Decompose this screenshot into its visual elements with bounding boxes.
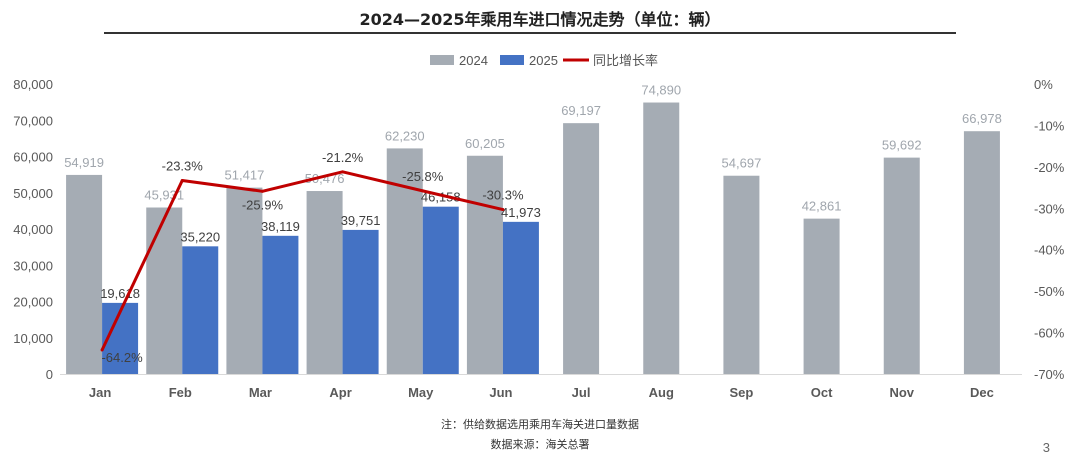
chart-title: 2024—2025年乘用车进口情况走势（单位：辆） [359, 10, 721, 29]
bar-2025 [182, 246, 219, 374]
bar-2024 [723, 175, 760, 374]
bar-2024 [226, 187, 263, 374]
growth-point [501, 208, 505, 212]
title-underline [104, 32, 956, 34]
x-tick-label: May [408, 385, 434, 400]
bar-2024 [306, 191, 343, 374]
y-left-tick: 10,000 [13, 331, 53, 346]
growth-point [341, 170, 345, 174]
data-source: 数据来源：海关总署 [490, 438, 590, 451]
data-label-2025: 38,119 [261, 219, 300, 234]
bar-2024 [66, 174, 103, 374]
growth-point [260, 189, 264, 193]
bar-2024 [146, 207, 183, 374]
y-right-tick: -70% [1034, 367, 1065, 382]
bar-2025 [262, 235, 299, 374]
legend-label-2025: 2025 [529, 53, 558, 68]
y-left-tick: 20,000 [13, 295, 53, 310]
y-left-tick: 40,000 [13, 222, 53, 237]
data-label-2025: 19,618 [100, 286, 140, 301]
growth-point [100, 348, 104, 352]
bar-2024 [963, 131, 1000, 374]
data-label-2025: 39,751 [341, 213, 381, 228]
data-label-2024: 62,230 [385, 128, 425, 143]
bar-2024 [466, 155, 503, 374]
bar-2024 [803, 218, 840, 374]
data-label-growth: -25.9% [242, 197, 284, 212]
x-tick-label: Apr [329, 385, 351, 400]
y-right-tick: 0% [1034, 77, 1053, 92]
x-tick-label: Feb [169, 385, 192, 400]
data-label-growth: -21.2% [322, 150, 364, 165]
data-label-growth: -30.3% [482, 188, 524, 203]
data-label-2025: 35,220 [180, 229, 220, 244]
x-tick-label: Dec [970, 385, 994, 400]
growth-rate-line [100, 170, 504, 351]
y-right-tick: -10% [1034, 118, 1065, 133]
growth-point [421, 189, 425, 193]
legend-label-growth: 同比增长率 [593, 53, 658, 68]
data-label-2024: 42,861 [802, 199, 842, 214]
x-tick-label: Nov [889, 385, 914, 400]
x-tick-label: Jul [572, 385, 591, 400]
y-left-tick: 50,000 [13, 186, 53, 201]
data-label-2024: 66,978 [962, 111, 1002, 126]
bar-2024 [563, 123, 600, 374]
data-label-2024: 69,197 [561, 103, 601, 118]
x-tick-label: Mar [249, 385, 272, 400]
data-label-2024: 59,692 [882, 138, 922, 153]
bar-2025 [422, 206, 459, 374]
x-tick-label: Oct [811, 385, 833, 400]
y-left-tick: 70,000 [13, 113, 53, 128]
x-tick-label: Sep [729, 385, 753, 400]
y-right-tick: -60% [1034, 326, 1065, 341]
bar-2025 [342, 229, 379, 374]
y-right-tick: -20% [1034, 160, 1065, 175]
y-left-tick: 30,000 [13, 258, 53, 273]
y-right-tick: -40% [1034, 243, 1065, 258]
bar-2024 [883, 157, 920, 374]
footnote: 注：供给数据选用乘用车海关进口量数据 [441, 418, 639, 431]
bar-2024 [643, 102, 680, 375]
data-label-2024: 54,919 [64, 155, 104, 170]
y-right-tick: -50% [1034, 284, 1065, 299]
y-right-tick: -30% [1034, 201, 1065, 216]
y-left-tick: 80,000 [13, 77, 53, 92]
data-label-growth: -64.2% [101, 350, 143, 365]
x-tick-label: Jan [89, 385, 111, 400]
legend-label-2024: 2024 [459, 53, 488, 68]
x-tick-label: Jun [489, 385, 512, 400]
data-label-2024: 74,890 [641, 83, 681, 98]
y-left-tick: 60,000 [13, 150, 53, 165]
data-label-growth: -25.8% [402, 169, 444, 184]
data-label-2024: 60,205 [465, 136, 505, 151]
legend-swatch-2024 [430, 55, 454, 65]
data-label-2024: 54,697 [722, 156, 762, 171]
y-left-tick: 0 [46, 367, 53, 382]
data-label-2024: 51,417 [225, 168, 265, 183]
import-trend-chart: 2024 2025 同比增长率 0 10,000 20,000 30,000 40,000 50… [13, 53, 1065, 400]
data-label-2025: 41,973 [501, 205, 541, 220]
growth-point [180, 179, 184, 183]
legend-swatch-2025 [500, 55, 524, 65]
page-number: 3 [1042, 440, 1050, 455]
x-tick-label: Aug [649, 385, 674, 400]
bar-2025 [502, 221, 539, 374]
data-label-growth: -23.3% [162, 159, 204, 174]
